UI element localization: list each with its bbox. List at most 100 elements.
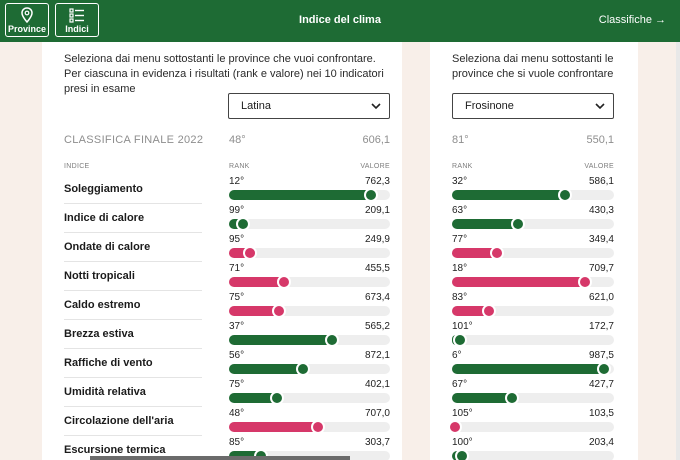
province-select-left[interactable]: Latina [228,93,390,119]
score-bar [229,275,390,289]
arrow-right-icon: → [651,14,666,26]
score-bar [452,217,614,231]
rank-value: 48° [229,408,245,419]
indicator-value: 987,5 [588,350,614,361]
map-pin-icon [21,7,33,28]
score-bar [452,362,614,376]
chevron-down-icon [371,101,381,113]
score-bar [229,333,390,347]
indicator-value: 455,5 [364,263,390,274]
score-bar [229,217,390,231]
indicator-name: Indice di calore [64,212,145,224]
indicator-name: Brezza estiva [64,328,134,340]
province-label: Province [7,24,47,34]
indicator-value: 349,4 [588,234,614,245]
score-bar-fill [229,190,371,200]
score-bar-marker [454,449,469,460]
final-value: 550,1 [586,134,614,146]
rank-header: RANK [452,163,473,170]
score-bar-marker [363,188,378,202]
score-bar-marker [310,420,325,434]
valore-header: VALORE [360,163,390,170]
rank-value: 100° [452,437,473,448]
indicator-value: 430,3 [588,205,614,216]
indicator-name: Raffiche di vento [64,357,153,369]
score-bar-marker [597,362,612,376]
score-bar-marker [271,304,286,318]
score-bar [452,275,614,289]
province-button[interactable]: Province [5,3,49,37]
score-bar-marker [254,449,269,460]
rank-value: 63° [452,205,468,216]
score-bar-marker [448,420,463,434]
score-bar [229,304,390,318]
score-bar-fill [229,335,333,345]
chevron-down-icon [595,101,605,113]
score-bar-fill [452,190,566,200]
score-bar [229,188,390,202]
row-divider [64,203,202,204]
comparison-panel-right: Seleziona dai menu sottostanti le provin… [430,42,638,460]
score-bar-fill [452,306,490,316]
province-select-right[interactable]: Frosinone [452,93,614,119]
indicator-value: 565,2 [364,321,390,332]
rank-value: 85° [229,437,245,448]
rank-value: 32° [452,176,468,187]
indicator-value: 209,1 [364,205,390,216]
score-bar [452,246,614,260]
score-bar-marker [482,304,497,318]
vertical-scrollbar[interactable] [676,42,680,460]
indici-label: Indici [65,24,89,34]
score-bar [452,449,614,460]
selected-province: Frosinone [465,100,514,112]
valore-header: VALORE [584,163,614,170]
indicator-value: 172,7 [588,321,614,332]
row-divider [64,348,202,349]
indicator-value: 249,9 [364,234,390,245]
score-bar [452,304,614,318]
indicator-value: 707,0 [364,408,390,419]
rank-value: 37° [229,321,245,332]
classifiche-label: Classifiche [598,14,652,26]
score-bar-marker [325,333,340,347]
score-bar-marker [296,362,311,376]
score-bar [229,362,390,376]
classifiche-link[interactable]: Classifiche → [599,14,666,26]
panel-gutter [402,42,430,460]
score-bar-fill [452,364,605,374]
final-value: 606,1 [362,134,390,146]
selected-province: Latina [241,100,271,112]
score-bar-marker [270,391,285,405]
horizontal-scrollbar[interactable] [90,456,350,460]
rank-value: 99° [229,205,245,216]
indicator-name: Circolazione dell'aria [64,415,174,427]
indicator-value: 621,0 [588,292,614,303]
row-divider [64,261,202,262]
rank-value: 101° [452,321,473,332]
score-bar-marker [276,275,291,289]
rank-value: 71° [229,263,245,274]
indicator-value: 402,1 [364,379,390,390]
score-bar [229,449,390,460]
score-bar-fill [452,393,512,403]
rank-value: 95° [229,234,245,245]
score-bar-fill [452,219,519,229]
rank-header: RANK [229,163,250,170]
final-rank: 81° [452,134,469,146]
rank-value: 77° [452,234,468,245]
indicator-value: 872,1 [364,350,390,361]
indicator-value: 103,5 [588,408,614,419]
score-bar [229,391,390,405]
indicator-name: Escursione termica [64,444,166,456]
score-bar-fill [229,364,304,374]
score-bar-fill [229,422,318,432]
row-divider [64,406,202,407]
indicator-value: 586,1 [588,176,614,187]
score-bar [452,188,614,202]
indicator-value: 303,7 [364,437,390,448]
indicator-value: 762,3 [364,176,390,187]
rank-value: 56° [229,350,245,361]
indice-header: INDICE [64,163,90,170]
row-divider [64,377,202,378]
indici-button[interactable]: Indici [55,3,99,37]
